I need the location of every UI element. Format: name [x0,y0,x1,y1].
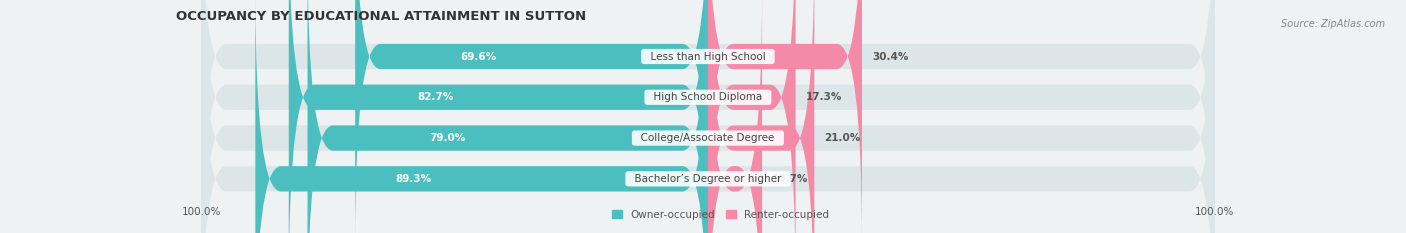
Text: 69.6%: 69.6% [461,51,496,62]
FancyBboxPatch shape [201,0,1215,233]
FancyBboxPatch shape [356,0,707,233]
Text: 30.4%: 30.4% [872,51,908,62]
Text: 82.7%: 82.7% [418,92,454,102]
Text: Bachelor’s Degree or higher: Bachelor’s Degree or higher [628,174,787,184]
Legend: Owner-occupied, Renter-occupied: Owner-occupied, Renter-occupied [607,205,834,224]
FancyBboxPatch shape [256,0,707,233]
Text: College/Associate Degree: College/Associate Degree [634,133,782,143]
Text: OCCUPANCY BY EDUCATIONAL ATTAINMENT IN SUTTON: OCCUPANCY BY EDUCATIONAL ATTAINMENT IN S… [176,10,586,23]
FancyBboxPatch shape [201,0,1215,233]
Text: 100.0%: 100.0% [1195,207,1234,217]
FancyBboxPatch shape [201,0,1215,233]
FancyBboxPatch shape [308,0,707,233]
Text: 89.3%: 89.3% [395,174,432,184]
FancyBboxPatch shape [288,0,707,233]
Text: 100.0%: 100.0% [181,207,221,217]
Text: 79.0%: 79.0% [429,133,465,143]
Text: Source: ZipAtlas.com: Source: ZipAtlas.com [1281,19,1385,29]
FancyBboxPatch shape [707,0,796,233]
Text: 17.3%: 17.3% [806,92,842,102]
FancyBboxPatch shape [707,0,862,233]
FancyBboxPatch shape [707,0,814,233]
Text: High School Diploma: High School Diploma [647,92,769,102]
FancyBboxPatch shape [201,0,1215,233]
FancyBboxPatch shape [707,0,762,233]
Text: 21.0%: 21.0% [824,133,860,143]
Text: 10.7%: 10.7% [772,174,808,184]
Text: Less than High School: Less than High School [644,51,772,62]
